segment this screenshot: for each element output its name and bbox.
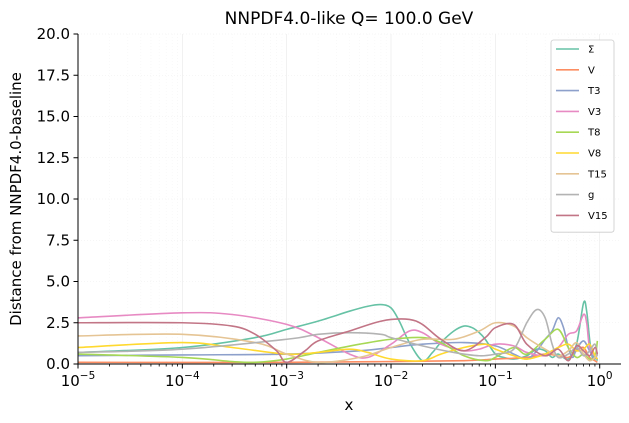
y-axis-label: Distance from NNPDF4.0-baseline xyxy=(7,72,25,326)
y-ticks: 0.0 2.5 5.0 7.5 10.0 12.5 15.0 17.5 20.0 xyxy=(37,25,78,373)
grid xyxy=(77,33,621,365)
legend-label: V3 xyxy=(588,107,601,118)
y-tick-label: 17.5 xyxy=(37,66,70,84)
x-tick-label: 10−5 xyxy=(61,370,96,390)
series-line-8 xyxy=(77,308,599,359)
y-tick-label: 5.0 xyxy=(46,273,70,291)
x-tick-label: 10−3 xyxy=(269,370,304,390)
legend-label: Σ xyxy=(588,45,594,56)
y-tick-label: 12.5 xyxy=(37,149,70,167)
x-tick-label: 100 xyxy=(587,370,613,390)
legend-label: V15 xyxy=(588,211,608,222)
y-tick-label: 20.0 xyxy=(37,25,70,43)
legend-label: V8 xyxy=(588,149,601,160)
x-tick-label: 10−4 xyxy=(165,370,200,390)
x-axis-label: x xyxy=(345,396,354,414)
legend-box xyxy=(550,39,615,233)
legend-label: V xyxy=(588,65,595,76)
x-ticks: 10−5 10−4 10−3 10−2 10−1 100 xyxy=(61,364,613,390)
chart-title: NNPDF4.0-like Q= 100.0 GeV xyxy=(225,9,474,29)
legend: ΣV T3 V3 T8 V8 T15 g V15 xyxy=(550,39,615,233)
x-tick-label: 10−1 xyxy=(478,370,513,390)
series-line-9 xyxy=(77,318,599,364)
y-tick-label: 2.5 xyxy=(46,314,70,332)
y-tick-label: 10.0 xyxy=(37,190,70,208)
series-line-5 xyxy=(77,328,599,364)
legend-label: g xyxy=(588,190,594,201)
legend-label: T8 xyxy=(587,128,600,139)
legend-label: T3 xyxy=(587,86,600,97)
series-lines xyxy=(77,300,599,364)
y-tick-label: 7.5 xyxy=(46,231,70,249)
y-tick-label: 15.0 xyxy=(37,108,70,126)
legend-label: T15 xyxy=(587,169,607,180)
y-tick-label: 0.0 xyxy=(46,355,70,373)
x-tick-label: 10−2 xyxy=(374,370,409,390)
